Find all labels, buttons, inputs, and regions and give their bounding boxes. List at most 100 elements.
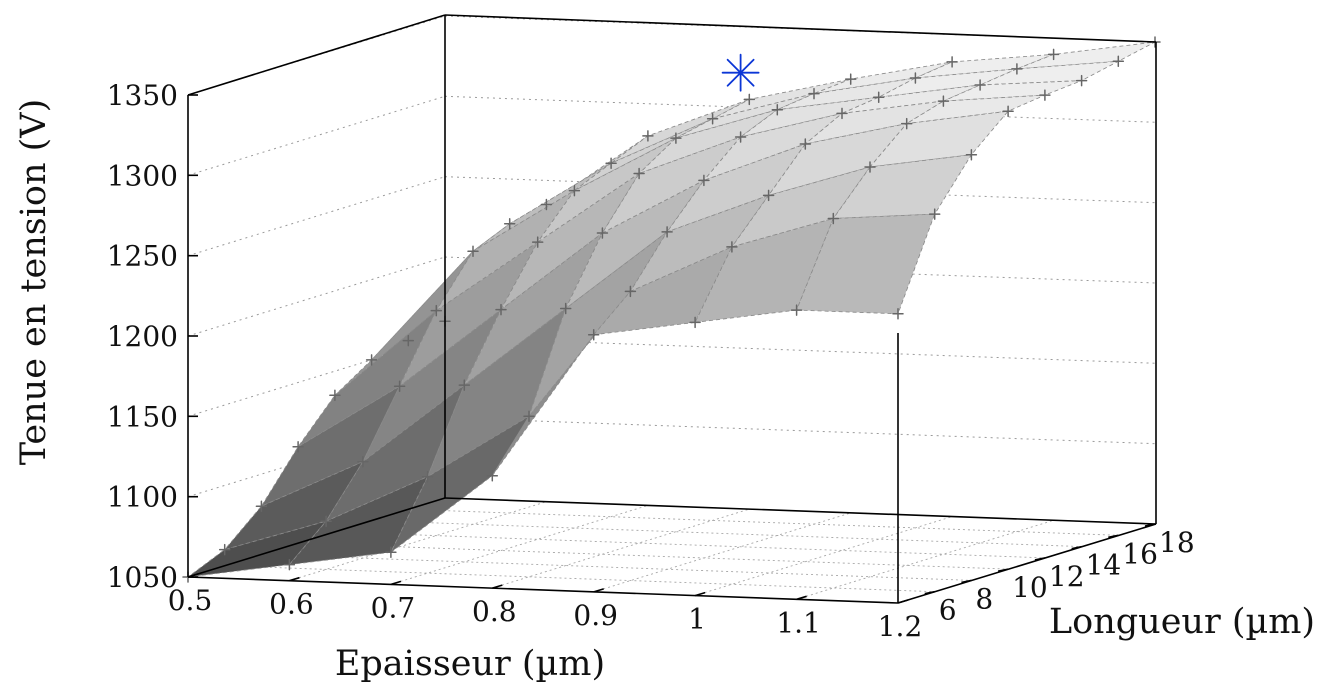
surface-data-point bbox=[799, 138, 812, 150]
z-tick-label: 1250 bbox=[107, 240, 178, 273]
surface-data-point bbox=[1011, 63, 1023, 75]
y-tick-mark bbox=[1034, 557, 1046, 561]
top-left-edge bbox=[187, 14, 446, 96]
surface-data-point bbox=[458, 379, 471, 391]
y-tick-mark bbox=[1108, 534, 1119, 539]
surface-data-point bbox=[486, 469, 499, 482]
surface-data-point bbox=[292, 440, 304, 453]
surface-data-point bbox=[808, 87, 820, 100]
surface-data-point bbox=[329, 389, 341, 402]
x-tick-mark bbox=[593, 588, 604, 593]
y-tick-mark bbox=[924, 590, 935, 595]
floor-grid-y-line bbox=[371, 520, 1082, 548]
y-tick-label: 14 bbox=[1086, 549, 1122, 582]
surface-data-point bbox=[726, 241, 738, 253]
surface-data-point bbox=[357, 455, 369, 468]
y-axis-label: Longueur (µm) bbox=[1049, 602, 1315, 642]
surface-data-point bbox=[531, 236, 544, 248]
floor-grid-x-line bbox=[492, 508, 750, 589]
surface-patch bbox=[740, 96, 879, 138]
surface-data-point bbox=[689, 316, 701, 329]
left-floor-edge bbox=[187, 497, 446, 578]
surface-patch bbox=[592, 246, 733, 336]
y-tick-label: 16 bbox=[1122, 537, 1158, 570]
left-wall-grid-line bbox=[187, 176, 446, 257]
surface-data-point bbox=[218, 543, 231, 556]
surface-patch bbox=[491, 291, 631, 476]
surface-data-point bbox=[385, 546, 397, 559]
surface-data-point bbox=[642, 130, 654, 142]
floor-grid-y-line bbox=[334, 531, 1045, 559]
surface-patch bbox=[868, 110, 1010, 168]
surface-data-point bbox=[900, 117, 913, 130]
surface-data-point bbox=[503, 218, 516, 230]
x-tick-mark bbox=[492, 584, 503, 589]
surface-data-point bbox=[540, 198, 553, 211]
surface-patch bbox=[795, 213, 936, 315]
surface-data-point bbox=[365, 354, 378, 366]
surface-patch bbox=[288, 475, 429, 566]
floor-grid-y-line bbox=[408, 508, 1119, 536]
back-wall-grid-line bbox=[444, 336, 1157, 364]
z-tick-label: 1050 bbox=[107, 561, 178, 594]
z-tick-label: 1350 bbox=[107, 79, 178, 112]
y-tick-label: 12 bbox=[1049, 560, 1085, 593]
surface-plot bbox=[186, 41, 1156, 578]
surface-data-point bbox=[661, 226, 673, 238]
surface-data-point bbox=[698, 174, 710, 187]
z-tick-label: 1200 bbox=[107, 320, 178, 353]
y-tick-label: 6 bbox=[939, 594, 957, 627]
surface-data-point bbox=[1039, 89, 1051, 101]
back-floor-edge bbox=[444, 497, 1157, 525]
x-tick-label: 0.6 bbox=[269, 588, 314, 621]
tick-marks: 0.5 0.6 0.7 0.8 0.9 1 1.1 1.2 6 8 10 12 14 16 18 1050 11… bbox=[107, 79, 1195, 643]
surface-data-point bbox=[762, 189, 775, 202]
x-tick-label: 0.8 bbox=[472, 595, 517, 628]
surface-data-point bbox=[421, 470, 434, 483]
surface-data-point bbox=[605, 157, 617, 169]
floor-grid-x-line bbox=[694, 516, 953, 597]
floor-grid-y-line bbox=[261, 553, 972, 581]
surface-data-point bbox=[1112, 55, 1125, 68]
z-tick-label: 1300 bbox=[107, 159, 178, 192]
surface-data-point bbox=[827, 212, 840, 225]
left-wall-grid-line bbox=[187, 95, 446, 176]
y-tick-label: 10 bbox=[1012, 571, 1048, 604]
surface-points bbox=[182, 36, 1161, 583]
floor-grid-y-line bbox=[298, 542, 1009, 570]
z-tick-label: 1150 bbox=[107, 400, 178, 433]
top-back-edge bbox=[444, 14, 1157, 43]
surface-data-point bbox=[734, 131, 747, 143]
x-tick-label: 0.5 bbox=[168, 584, 213, 617]
x-tick-label: 0.9 bbox=[573, 599, 618, 632]
x-tick-label: 0.7 bbox=[371, 591, 416, 624]
surface-data-point bbox=[844, 73, 857, 85]
surface-data-point bbox=[430, 304, 443, 317]
surface-data-point bbox=[928, 208, 941, 220]
y-tick-mark bbox=[961, 579, 972, 584]
surface-data-point bbox=[872, 91, 885, 104]
chart-box bbox=[187, 14, 1157, 604]
surface-data-point bbox=[743, 93, 756, 106]
surface-data-point bbox=[393, 380, 406, 392]
x-tick-mark bbox=[796, 595, 807, 601]
surface-data-point bbox=[965, 148, 978, 161]
surface-data-point bbox=[255, 500, 268, 512]
x-axis-label: Epaisseur (µm) bbox=[335, 644, 605, 684]
surface-data-point bbox=[402, 334, 415, 347]
surface-data-point bbox=[523, 410, 535, 422]
optimum-marker bbox=[721, 53, 760, 92]
floor-grid-x-line bbox=[593, 512, 851, 593]
surface-data-point bbox=[937, 95, 950, 107]
surface-data-point bbox=[283, 558, 296, 571]
surface-data-point bbox=[864, 161, 876, 173]
y-tick-label: 18 bbox=[1159, 526, 1195, 559]
surface-data-point bbox=[1002, 105, 1014, 117]
surface-data-point bbox=[790, 304, 803, 316]
surface-patch bbox=[334, 250, 474, 396]
surface-data-point bbox=[836, 107, 848, 120]
surface-data-point bbox=[974, 79, 986, 91]
floor-grid-y-line bbox=[224, 565, 935, 593]
z-tick-label: 1100 bbox=[107, 481, 178, 514]
